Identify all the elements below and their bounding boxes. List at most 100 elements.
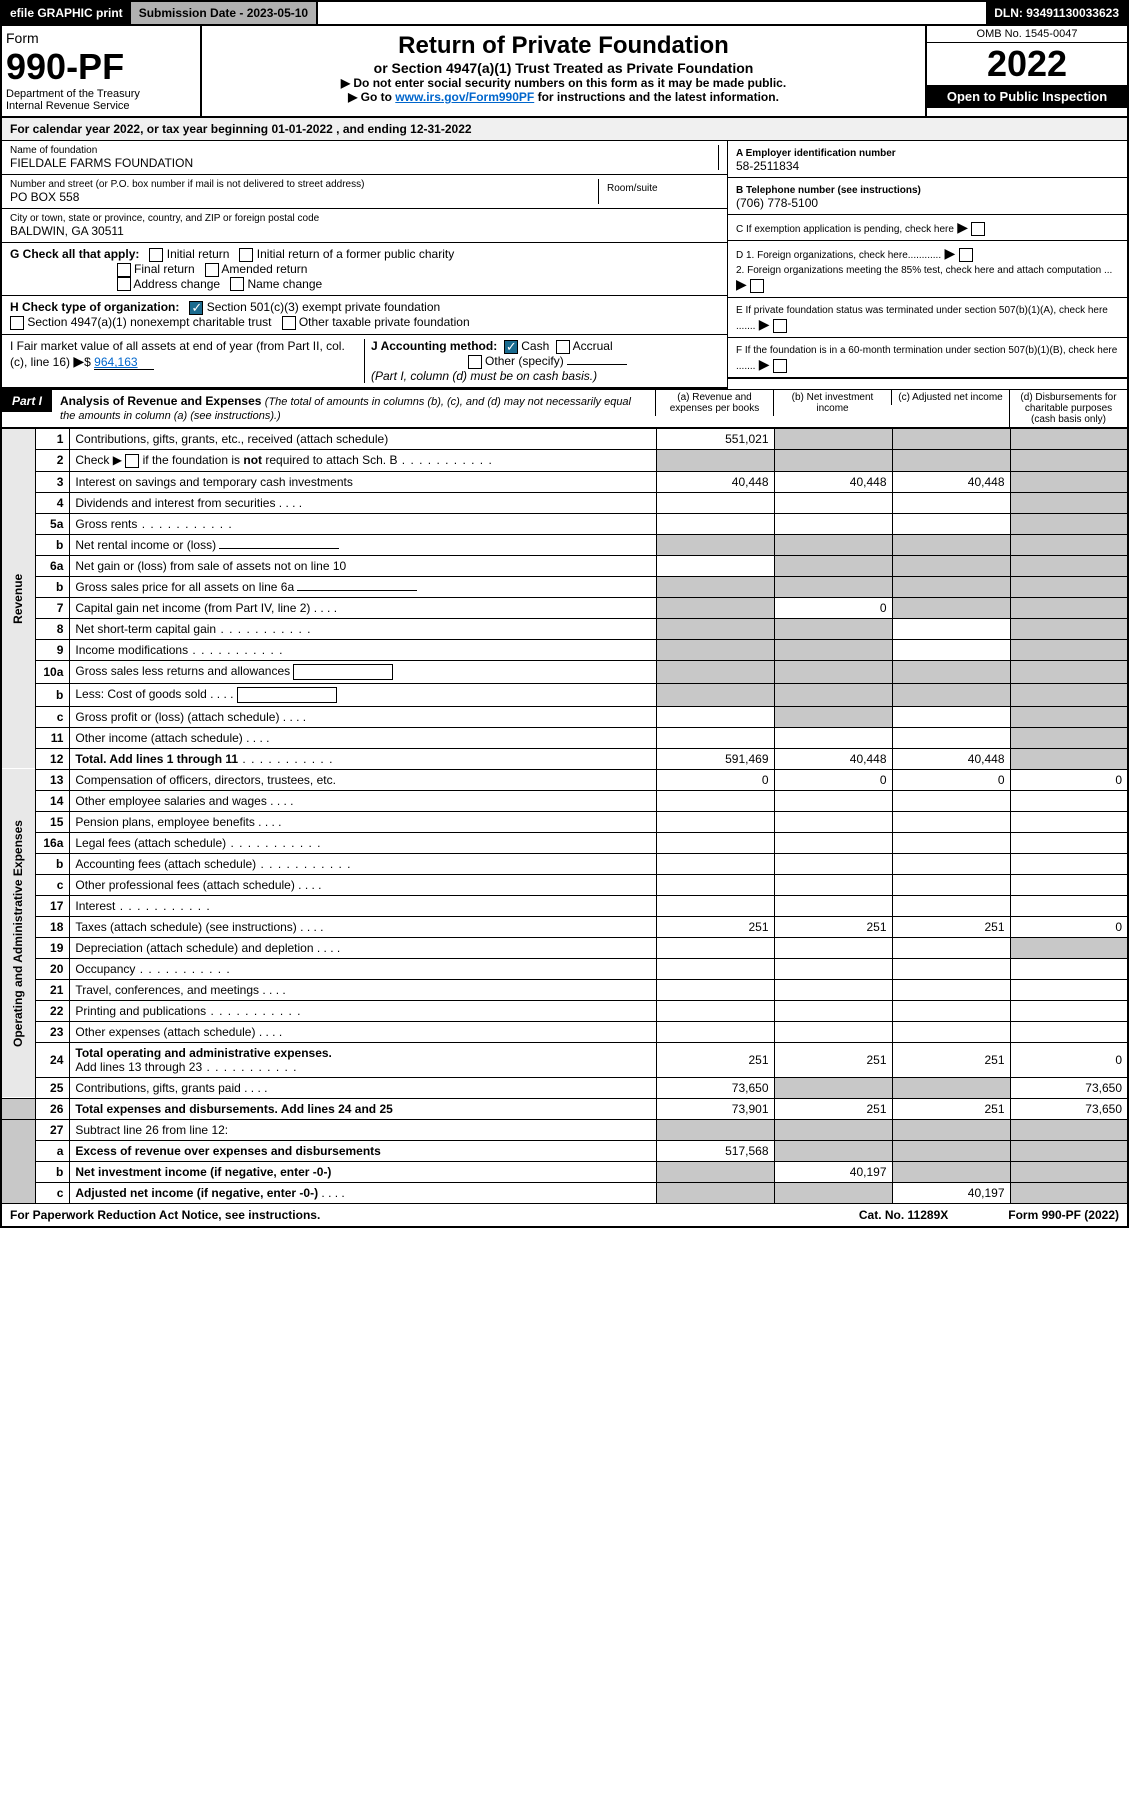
cb-4947[interactable] <box>10 316 24 330</box>
row-16b: bAccounting fees (attach schedule) <box>1 853 1128 874</box>
instr-2: ▶ Go to www.irs.gov/Form990PF for instru… <box>208 90 919 104</box>
cb-final[interactable] <box>117 263 131 277</box>
row-16c: cOther professional fees (attach schedul… <box>1 874 1128 895</box>
irs-link[interactable]: www.irs.gov/Form990PF <box>395 90 534 104</box>
col-d-hdr: (d) Disbursements for charitable purpose… <box>1009 390 1127 427</box>
row-9: 9Income modifications <box>1 639 1128 660</box>
efile-label: efile GRAPHIC print <box>2 2 131 24</box>
title-sub: or Section 4947(a)(1) Trust Treated as P… <box>208 60 919 76</box>
ein: 58-2511834 <box>736 159 799 173</box>
row-4: 4Dividends and interest from securities <box>1 492 1128 513</box>
e-label: E If private foundation status was termi… <box>736 305 1108 332</box>
row-5b: bNet rental income or (loss) <box>1 534 1128 555</box>
row-20: 20Occupancy <box>1 958 1128 979</box>
h-section: H Check type of organization: Section 50… <box>2 296 727 335</box>
cb-other-taxable[interactable] <box>282 316 296 330</box>
b-label: B Telephone number (see instructions) <box>736 185 921 196</box>
row-2: 2 Check ▶ if the foundation is not requi… <box>1 449 1128 471</box>
phone: (706) 778-5100 <box>736 196 818 210</box>
row-18: 18Taxes (attach schedule) (see instructi… <box>1 916 1128 937</box>
part1-tag: Part I <box>2 390 52 412</box>
c-label: C If exemption application is pending, c… <box>736 224 954 235</box>
dept: Department of the Treasury <box>6 88 196 100</box>
revenue-side: Revenue <box>1 428 36 769</box>
row-19: 19Depreciation (attach schedule) and dep… <box>1 937 1128 958</box>
cb-amended[interactable] <box>205 263 219 277</box>
d2-label: 2. Foreign organizations meeting the 85%… <box>736 265 1112 276</box>
cb-e[interactable] <box>773 319 787 333</box>
calendar-year-row: For calendar year 2022, or tax year begi… <box>0 118 1129 141</box>
row-14: 14Other employee salaries and wages <box>1 790 1128 811</box>
row-27a: aExcess of revenue over expenses and dis… <box>1 1140 1128 1161</box>
expenses-side: Operating and Administrative Expenses <box>1 769 36 1098</box>
row-1: Revenue 1Contributions, gifts, grants, e… <box>1 428 1128 449</box>
row-22: 22Printing and publications <box>1 1000 1128 1021</box>
row-10c: cGross profit or (loss) (attach schedule… <box>1 706 1128 727</box>
row-24: 24Total operating and administrative exp… <box>1 1042 1128 1077</box>
header-bar: efile GRAPHIC print Submission Date - 20… <box>0 0 1129 26</box>
footer-mid: Cat. No. 11289X <box>859 1208 948 1222</box>
cb-d1[interactable] <box>959 248 973 262</box>
row-12: 12Total. Add lines 1 through 11 591,4694… <box>1 748 1128 769</box>
col-b-hdr: (b) Net investment income <box>773 390 891 416</box>
d1-label: D 1. Foreign organizations, check here..… <box>736 250 941 261</box>
row-11: 11Other income (attach schedule) <box>1 727 1128 748</box>
row-6b: bGross sales price for all assets on lin… <box>1 576 1128 597</box>
row-3: 3Interest on savings and temporary cash … <box>1 471 1128 492</box>
row-23: 23Other expenses (attach schedule) <box>1 1021 1128 1042</box>
col-c-hdr: (c) Adjusted net income <box>891 390 1009 405</box>
foundation-name: FIELDALE FARMS FOUNDATION <box>10 156 718 170</box>
g-section: G Check all that apply: Initial return I… <box>2 243 727 296</box>
col-a-hdr: (a) Revenue and expenses per books <box>655 390 773 416</box>
form-header: Form 990-PF Department of the Treasury I… <box>0 26 1129 118</box>
row-27: 27Subtract line 26 from line 12: <box>1 1119 1128 1140</box>
row-25: 25Contributions, gifts, grants paid 73,6… <box>1 1077 1128 1098</box>
row-10a: 10aGross sales less returns and allowanc… <box>1 660 1128 683</box>
row-27b: bNet investment income (if negative, ent… <box>1 1161 1128 1182</box>
row-27c: cAdjusted net income (if negative, enter… <box>1 1182 1128 1203</box>
cb-accrual[interactable] <box>556 340 570 354</box>
omb: OMB No. 1545-0047 <box>927 26 1127 43</box>
cb-c[interactable] <box>971 222 985 236</box>
cb-initial[interactable] <box>149 248 163 262</box>
row-6a: 6aNet gain or (loss) from sale of assets… <box>1 555 1128 576</box>
cb-namechange[interactable] <box>230 277 244 291</box>
cb-501c3[interactable] <box>189 301 203 315</box>
row-16a: 16aLegal fees (attach schedule) <box>1 832 1128 853</box>
cb-f[interactable] <box>773 359 787 373</box>
part1-table: Revenue 1Contributions, gifts, grants, e… <box>0 428 1129 1204</box>
city-label: City or town, state or province, country… <box>10 213 719 224</box>
row-7: 7Capital gain net income (from Part IV, … <box>1 597 1128 618</box>
row-17: 17Interest <box>1 895 1128 916</box>
open-inspection: Open to Public Inspection <box>927 85 1127 108</box>
room-label: Room/suite <box>607 183 711 194</box>
city: BALDWIN, GA 30511 <box>10 224 719 238</box>
dln: DLN: 93491130033623 <box>986 2 1127 24</box>
instr-1: ▶ Do not enter social security numbers o… <box>208 76 919 90</box>
row-10b: bLess: Cost of goods sold <box>1 683 1128 706</box>
title-main: Return of Private Foundation <box>208 32 919 60</box>
row-21: 21Travel, conferences, and meetings <box>1 979 1128 1000</box>
form-number: 990-PF <box>6 46 196 88</box>
tax-year: 2022 <box>927 43 1127 85</box>
row-15: 15Pension plans, employee benefits <box>1 811 1128 832</box>
cb-initial-former[interactable] <box>239 248 253 262</box>
cb-d2[interactable] <box>750 279 764 293</box>
form-word: Form <box>6 30 196 46</box>
addr-label: Number and street (or P.O. box number if… <box>10 179 598 190</box>
a-label: A Employer identification number <box>736 148 896 159</box>
submission-date: Submission Date - 2023-05-10 <box>131 2 318 24</box>
row-13: Operating and Administrative Expenses 13… <box>1 769 1128 790</box>
cb-addrchange[interactable] <box>117 277 131 291</box>
cb-schb[interactable] <box>125 454 139 468</box>
j-note: (Part I, column (d) must be on cash basi… <box>371 369 597 383</box>
footer: For Paperwork Reduction Act Notice, see … <box>0 1204 1129 1228</box>
row-8: 8Net short-term capital gain <box>1 618 1128 639</box>
i-value[interactable]: 964,163 <box>94 355 154 370</box>
name-label: Name of foundation <box>10 145 718 156</box>
cb-cash[interactable] <box>504 340 518 354</box>
addr: PO BOX 558 <box>10 190 598 204</box>
entity-info: Name of foundation FIELDALE FARMS FOUNDA… <box>0 141 1129 389</box>
f-label: F If the foundation is in a 60-month ter… <box>736 345 1117 372</box>
cb-other-method[interactable] <box>468 355 482 369</box>
